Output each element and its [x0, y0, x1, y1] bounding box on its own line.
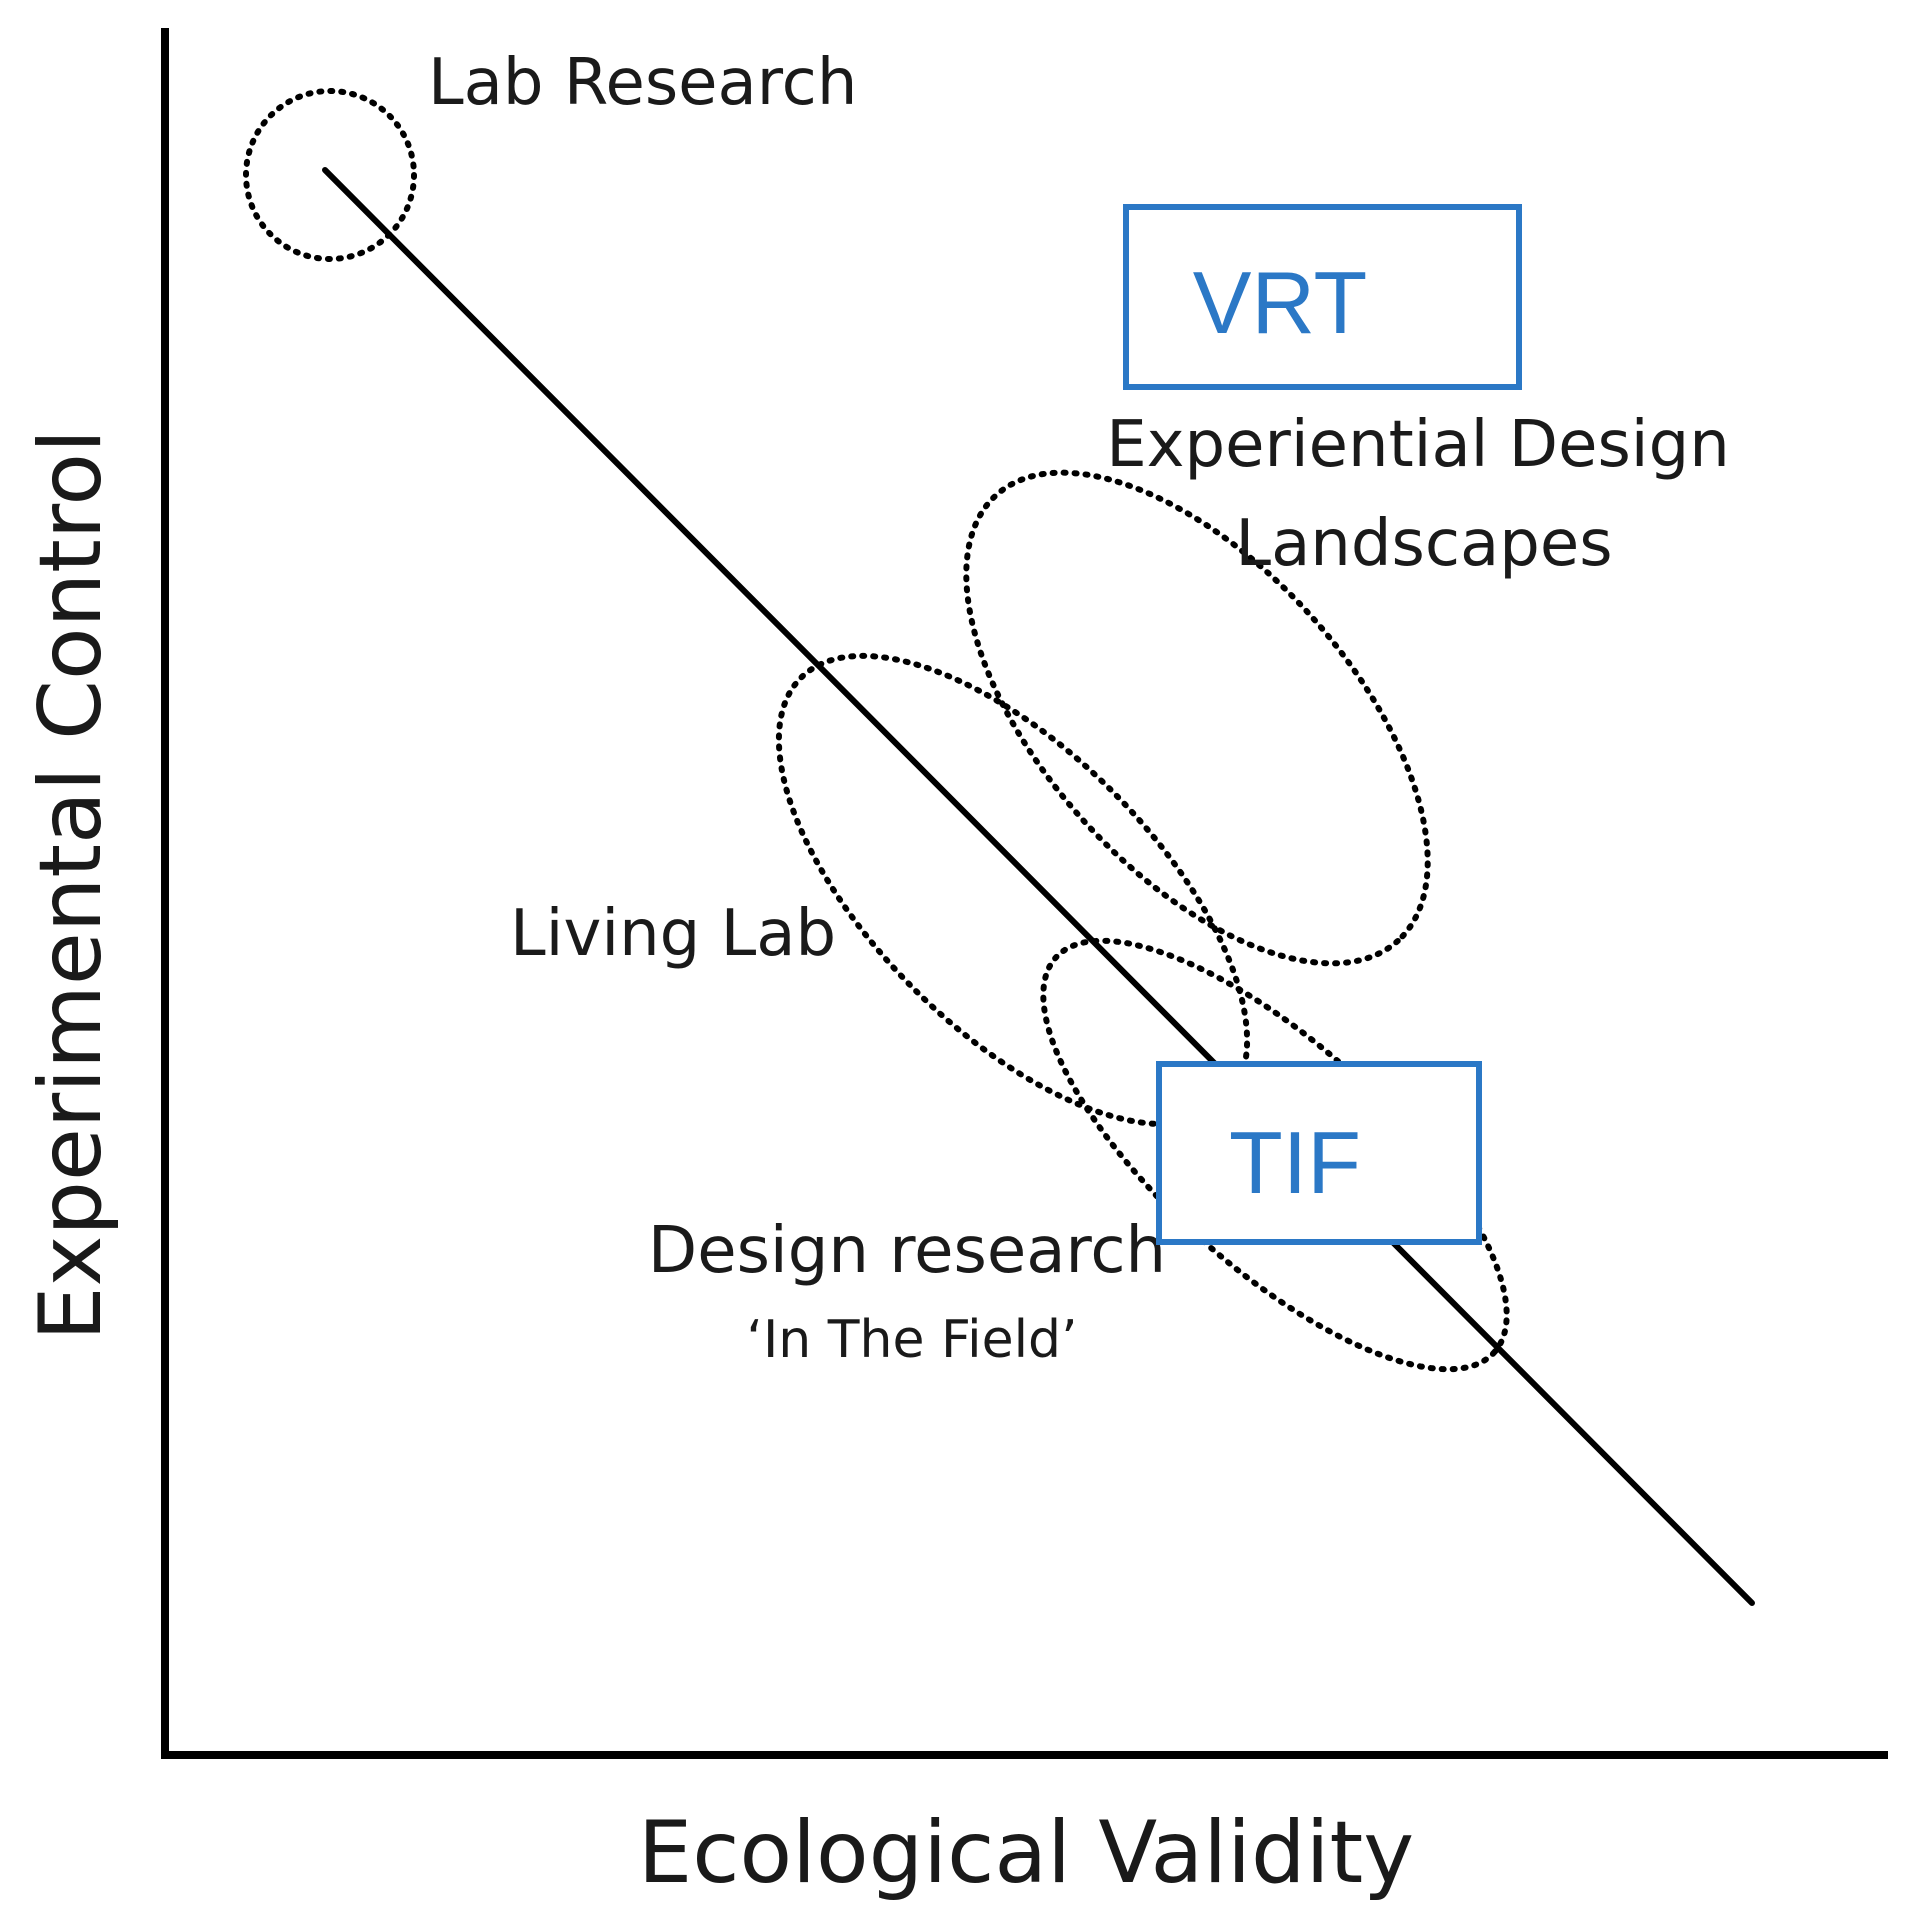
y-axis-title: Experimental Control — [21, 429, 121, 1341]
lab-research-label: Lab Research — [428, 46, 857, 120]
design-research-region — [1040, 937, 1510, 1373]
vrt-box — [1123, 204, 1522, 390]
tif-box — [1156, 1061, 1482, 1245]
design-research-label-line1: Design research — [648, 1214, 1166, 1288]
design-research-label-line2: ‘In The Field’ — [746, 1310, 1077, 1370]
tradeoff-line — [322, 167, 1755, 1606]
lab-research-region — [243, 88, 417, 262]
experiential-design-label-line2: Landscapes — [1235, 507, 1612, 581]
experiential-design-region — [963, 469, 1431, 967]
x-axis-title: Ecological Validity — [638, 1803, 1414, 1903]
vrt-box-label: VRT — [1193, 253, 1367, 352]
tif-box-label: TIF — [1229, 1113, 1361, 1212]
living-lab-label: Living Lab — [510, 897, 836, 971]
experiential-design-label-line1: Experiential Design — [1106, 408, 1730, 482]
